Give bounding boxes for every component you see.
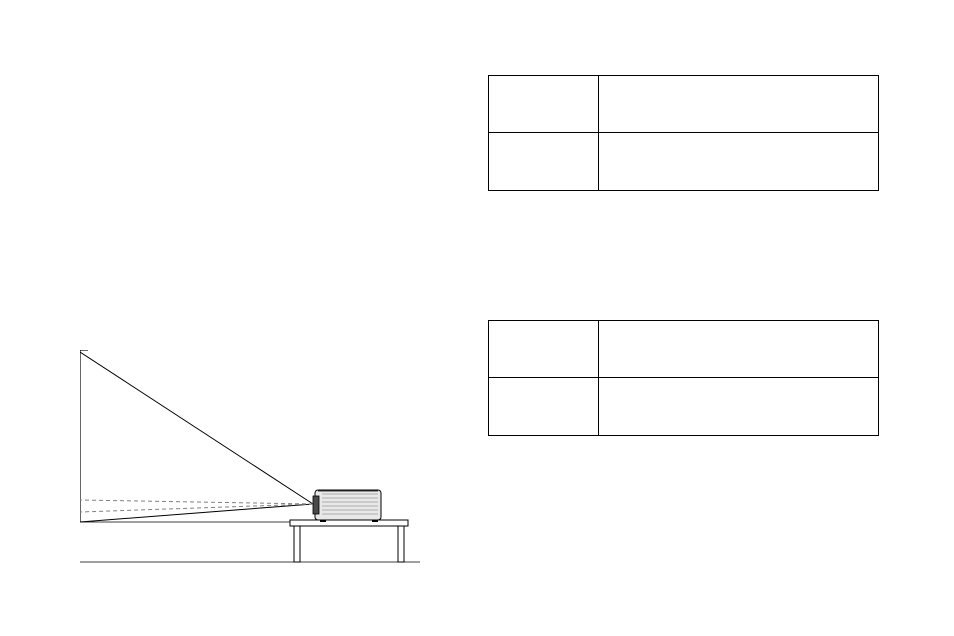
projection-beam-dashed bbox=[80, 500, 313, 512]
table-bottom bbox=[488, 320, 879, 436]
projection-screen bbox=[80, 350, 88, 522]
table-bottom-cell bbox=[489, 378, 599, 436]
table-furniture bbox=[290, 520, 408, 562]
table-bottom-cell bbox=[599, 378, 879, 436]
floor-lines bbox=[80, 522, 420, 562]
projection-diagram bbox=[80, 350, 420, 580]
table-top bbox=[488, 75, 879, 191]
table-top-cell bbox=[489, 133, 599, 191]
table-bottom-cell bbox=[599, 321, 879, 378]
table-top-cell bbox=[599, 133, 879, 191]
table-top-cell bbox=[599, 76, 879, 133]
table-top-cell bbox=[489, 76, 599, 133]
projector-icon bbox=[313, 490, 381, 522]
projection-beam bbox=[80, 352, 313, 522]
page-canvas bbox=[0, 0, 954, 636]
table-bottom-cell bbox=[489, 321, 599, 378]
